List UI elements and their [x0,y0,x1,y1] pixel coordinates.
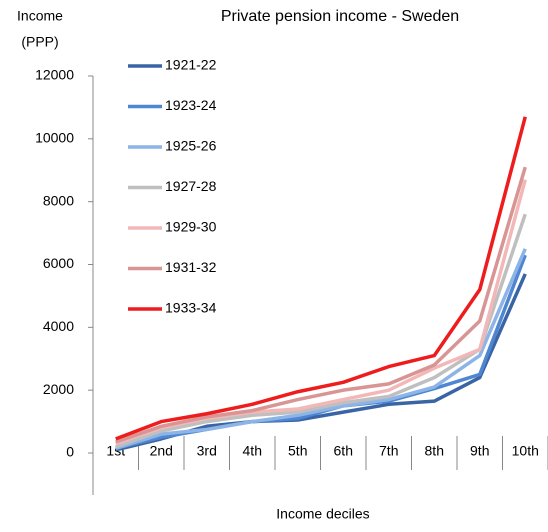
legend-label: 1927-28 [165,178,217,194]
x-tick-label: 10th [512,443,539,459]
x-tick-label: 6th [334,443,353,459]
series-line [115,166,527,444]
x-tick-label: 7th [379,443,398,459]
y-tick-label: 6000 [43,255,74,271]
legend-label: 1931-32 [165,259,217,275]
series-line [115,248,527,450]
y-tick-label: 4000 [43,318,74,334]
x-tick-label: 9th [470,443,489,459]
series-line [115,213,527,449]
x-tick-label: 5th [288,443,307,459]
y-tick-label: 2000 [43,381,74,397]
legend-label: 1923-24 [165,97,217,113]
x-axis-title: Income deciles [276,506,369,522]
y-axis-title: Income [17,8,63,24]
series-line [115,116,527,441]
legend-label: 1933-34 [165,300,217,316]
x-tick-label: 2nd [150,443,173,459]
legend-label: 1929-30 [165,219,217,235]
x-tick-label: 3rd [197,443,217,459]
chart-title: Private pension income - Sweden [221,8,459,25]
y-tick-label: 8000 [43,192,74,208]
y-tick-label: 12000 [35,67,74,83]
y-tick-label: 10000 [35,130,74,146]
y-tick-label: 0 [66,444,74,460]
x-tick-label: 8th [425,443,444,459]
legend-label: 1925-26 [165,138,217,154]
y-axis-title: (PPP) [21,34,58,50]
x-tick-label: 4th [243,443,262,459]
legend-label: 1921-22 [165,57,217,73]
